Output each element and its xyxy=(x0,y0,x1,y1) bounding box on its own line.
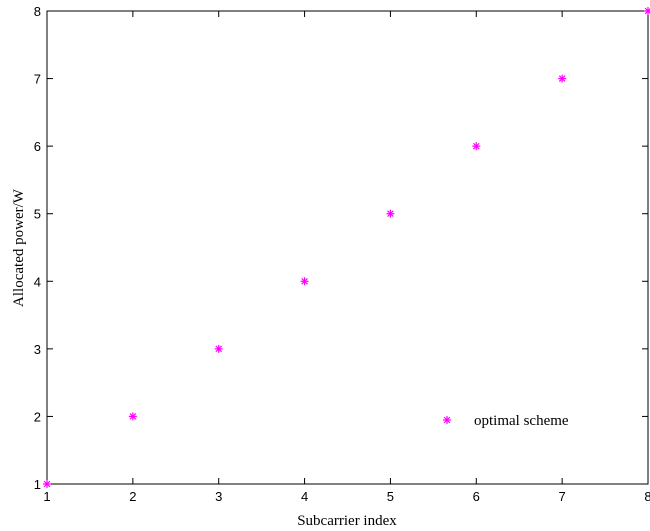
y-tick-label-8: 8 xyxy=(34,4,41,19)
x-tick-label-2: 2 xyxy=(129,489,136,504)
y-tick-label-4: 4 xyxy=(34,274,41,289)
y-tick-label-2: 2 xyxy=(34,409,41,424)
tick-labels: 1 2 3 4 5 6 7 8 1 2 3 4 5 6 7 8 xyxy=(34,4,650,504)
legend: optimal scheme xyxy=(443,413,569,429)
x-tick-label-6: 6 xyxy=(473,489,480,504)
data-point-7 xyxy=(558,74,567,83)
y-axis-label: Allocated power/W xyxy=(11,188,27,307)
data-point-1 xyxy=(43,480,51,488)
axis-ticks xyxy=(46,10,649,485)
legend-marker-asterisk xyxy=(443,416,451,424)
y-tick-label-1: 1 xyxy=(34,477,41,492)
x-axis-label: Subcarrier index xyxy=(297,513,397,529)
x-tick-label-1: 1 xyxy=(43,489,50,504)
data-point-2 xyxy=(128,412,137,421)
y-tick-label-5: 5 xyxy=(34,207,41,222)
x-tick-label-8: 8 xyxy=(644,489,650,504)
legend-label: optimal scheme xyxy=(474,413,569,429)
y-tick-label-3: 3 xyxy=(34,342,41,357)
data-point-5 xyxy=(386,209,395,218)
x-tick-label-3: 3 xyxy=(215,489,222,504)
x-tick-label-7: 7 xyxy=(559,489,566,504)
y-tick-label-7: 7 xyxy=(34,72,41,87)
data-points xyxy=(43,7,650,488)
data-point-6 xyxy=(472,142,481,151)
legend-asterisk-icon xyxy=(443,416,451,424)
x-tick-label-4: 4 xyxy=(301,489,308,504)
data-point-4 xyxy=(300,277,309,286)
y-tick-label-6: 6 xyxy=(34,139,41,154)
x-tick-label-5: 5 xyxy=(387,489,394,504)
plot-area xyxy=(46,10,649,485)
data-point-3 xyxy=(214,344,223,353)
